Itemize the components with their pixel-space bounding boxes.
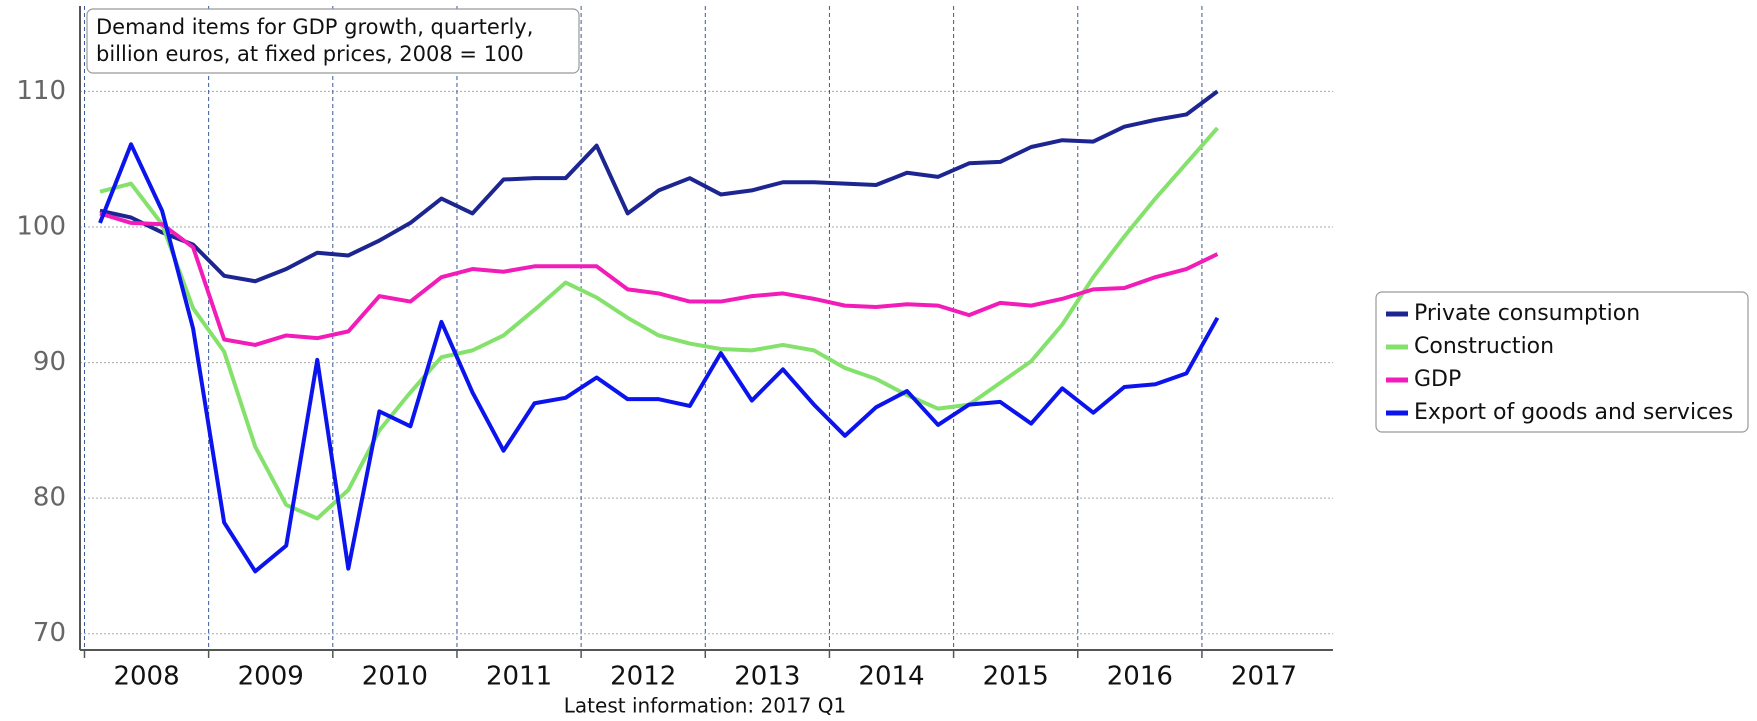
x-tick-label: 2011: [486, 662, 552, 692]
title-box: [86, 8, 580, 74]
series-line: [99, 126, 1219, 521]
chart-title: Demand items for GDP growth, quarterly,: [96, 15, 533, 39]
x-tick-label: 2013: [734, 662, 800, 692]
x-tick-label: 2015: [983, 662, 1049, 692]
chart-title: billion euros, at fixed prices, 2008 = 1…: [96, 42, 524, 66]
legend-label: Private consumption: [1414, 301, 1640, 326]
legend-box: [1375, 291, 1749, 433]
x-axis-label: Latest information: 2017 Q1: [564, 694, 846, 718]
y-tick-label: 100: [16, 211, 66, 241]
lines: [98, 89, 1220, 574]
x-tick-label: 2010: [362, 662, 428, 692]
x-tick-label: 2012: [610, 662, 676, 692]
x-tick-label: 2017: [1231, 662, 1297, 692]
y-tick-label: 70: [33, 618, 66, 648]
y-tick-label: 90: [33, 347, 66, 377]
legend-label: Export of goods and services: [1414, 400, 1733, 425]
legend: Private consumption Construction GDP Export…: [1375, 291, 1749, 433]
series-line: [99, 211, 1219, 347]
legend-label: GDP: [1414, 367, 1461, 392]
axes: 70 80 90 100 110 2008 2009 2010 2011 2012 2013 2014…: [16, 6, 1333, 692]
grid: [80, 6, 1333, 650]
y-tick-label: 110: [16, 76, 66, 106]
x-tick-label: 2016: [1107, 662, 1173, 692]
legend-label: Construction: [1414, 334, 1554, 359]
x-tick-label: 2008: [113, 662, 179, 692]
series-line: [98, 142, 1220, 574]
x-tick-label: 2014: [858, 662, 924, 692]
y-tick-label: 80: [33, 483, 66, 513]
series-line: [99, 89, 1219, 284]
x-tick-label: 2009: [238, 662, 304, 692]
